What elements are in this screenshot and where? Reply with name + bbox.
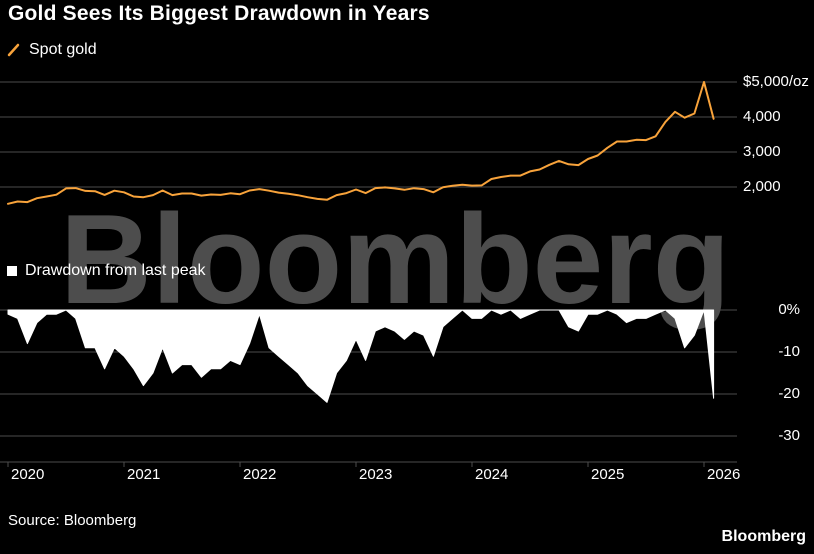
legend-drawdown: Drawdown from last peak <box>7 262 206 280</box>
drawdown-axis-label: -30 <box>778 427 800 444</box>
drawdown-axis-label: -20 <box>778 385 800 402</box>
price-axis-label: $5,000/oz <box>743 73 809 90</box>
legend-drawdown-label: Drawdown from last peak <box>25 262 206 279</box>
source-credit: Source: Bloomberg <box>8 512 137 529</box>
price-axis-label: 4,000 <box>743 108 781 125</box>
price-axis-label: 3,000 <box>743 143 781 160</box>
drawdown-chart <box>0 309 737 467</box>
bloomberg-logo: Bloomberg <box>721 528 806 545</box>
drawdown-axis-label: -10 <box>778 343 800 360</box>
legend-spot-gold: Spot gold <box>7 41 97 59</box>
price-chart <box>0 81 737 205</box>
bloomberg-watermark: Bloomberg <box>60 188 731 330</box>
drawdown-axis-label: 0% <box>778 301 800 318</box>
square-swatch-icon <box>7 266 17 276</box>
chart-title: Gold Sees Its Biggest Drawdown in Years <box>8 2 430 25</box>
legend-spot-gold-label: Spot gold <box>29 41 97 58</box>
price-axis-label: 2,000 <box>743 178 781 195</box>
line-swatch-icon <box>7 43 20 57</box>
